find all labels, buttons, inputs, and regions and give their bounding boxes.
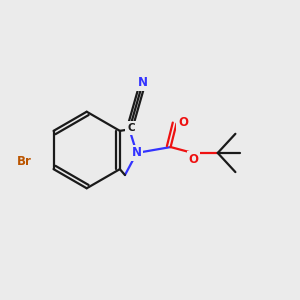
- Text: O: O: [188, 153, 198, 166]
- Text: N: N: [132, 146, 142, 159]
- Text: Br: Br: [16, 155, 32, 168]
- Text: N: N: [138, 76, 148, 89]
- Text: O: O: [178, 116, 188, 128]
- Text: C: C: [127, 123, 135, 133]
